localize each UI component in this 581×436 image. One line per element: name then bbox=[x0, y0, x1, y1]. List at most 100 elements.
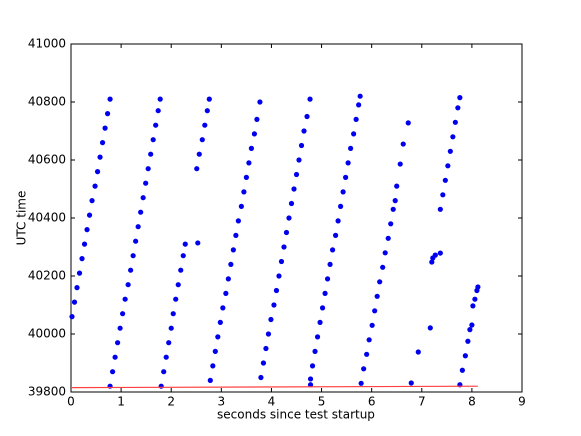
data-point bbox=[180, 253, 186, 259]
data-point bbox=[168, 325, 174, 331]
data-point bbox=[166, 340, 172, 346]
data-point bbox=[445, 163, 451, 169]
data-point bbox=[307, 382, 314, 388]
x-tick-label: 3 bbox=[218, 395, 226, 409]
data-point bbox=[271, 302, 277, 308]
y-tick-label: 41000 bbox=[28, 37, 66, 51]
x-tick-label: 5 bbox=[318, 395, 326, 409]
data-point bbox=[450, 134, 456, 140]
data-point bbox=[99, 140, 106, 146]
x-tick-label: 8 bbox=[468, 395, 476, 409]
data-point bbox=[145, 166, 151, 172]
data-point bbox=[238, 203, 244, 209]
data-point bbox=[233, 232, 239, 238]
data-point bbox=[394, 183, 400, 189]
data-point bbox=[452, 119, 458, 125]
data-point bbox=[291, 186, 297, 192]
data-point bbox=[380, 264, 386, 270]
data-point bbox=[388, 221, 394, 227]
data-point bbox=[343, 174, 349, 180]
data-point bbox=[97, 154, 103, 160]
data-point bbox=[76, 270, 83, 276]
data-point bbox=[319, 305, 326, 311]
data-point bbox=[163, 354, 169, 360]
data-point bbox=[377, 279, 383, 285]
data-point bbox=[298, 142, 305, 149]
data-point bbox=[273, 287, 280, 294]
data-point bbox=[79, 256, 85, 262]
data-point bbox=[415, 349, 421, 355]
data-point bbox=[364, 351, 370, 357]
data-point bbox=[74, 285, 80, 291]
data-point bbox=[260, 360, 267, 366]
data-point bbox=[155, 108, 161, 114]
data-point bbox=[153, 122, 159, 128]
data-point bbox=[71, 299, 78, 305]
data-point bbox=[175, 282, 181, 288]
data-point bbox=[390, 206, 396, 212]
data-point bbox=[304, 113, 310, 120]
data-point bbox=[92, 183, 98, 189]
data-point bbox=[112, 354, 118, 360]
data-point bbox=[173, 296, 179, 302]
data-point bbox=[281, 244, 287, 250]
data-point bbox=[470, 303, 476, 309]
data-point bbox=[241, 189, 247, 195]
data-point bbox=[161, 369, 167, 375]
data-point bbox=[158, 383, 164, 389]
data-point bbox=[215, 334, 221, 340]
data-point bbox=[307, 96, 313, 102]
y-tick-label: 40000 bbox=[28, 327, 66, 341]
y-tick-label: 40400 bbox=[28, 211, 66, 225]
data-point bbox=[212, 348, 218, 354]
data-point bbox=[120, 311, 126, 317]
data-point bbox=[109, 369, 116, 375]
data-point bbox=[148, 151, 154, 157]
data-point bbox=[217, 319, 223, 325]
data-point bbox=[206, 96, 212, 102]
data-point bbox=[361, 366, 367, 372]
data-point bbox=[385, 235, 391, 241]
data-point bbox=[340, 189, 346, 195]
data-point bbox=[314, 334, 321, 340]
line-series bbox=[70, 385, 478, 389]
data-point bbox=[317, 319, 323, 325]
data-point bbox=[469, 322, 475, 328]
x-axis-label: seconds since test startup bbox=[217, 408, 375, 422]
data-point bbox=[223, 290, 229, 296]
data-point bbox=[196, 151, 202, 157]
data-point bbox=[225, 276, 231, 282]
data-point bbox=[81, 241, 88, 247]
y-tick-label: 39800 bbox=[28, 385, 66, 399]
data-point bbox=[472, 296, 478, 302]
data-point bbox=[357, 93, 363, 99]
data-point bbox=[115, 340, 121, 346]
data-point bbox=[392, 198, 398, 204]
data-point bbox=[437, 250, 443, 256]
data-point bbox=[442, 177, 448, 183]
data-point bbox=[283, 229, 290, 236]
x-tick-label: 6 bbox=[368, 395, 376, 409]
data-point bbox=[309, 363, 316, 369]
data-point bbox=[128, 267, 134, 273]
data-point bbox=[130, 253, 136, 259]
data-point bbox=[246, 160, 252, 166]
x-tick-label: 7 bbox=[418, 395, 426, 409]
data-point bbox=[400, 141, 406, 147]
data-point bbox=[89, 198, 95, 204]
x-tick-label: 0 bbox=[67, 395, 75, 409]
data-point bbox=[278, 258, 285, 265]
data-point bbox=[138, 209, 144, 215]
data-point bbox=[322, 290, 328, 296]
data-point bbox=[457, 95, 463, 101]
data-point bbox=[195, 240, 201, 246]
data-point bbox=[353, 116, 359, 122]
data-point bbox=[104, 111, 111, 117]
data-point bbox=[170, 311, 176, 317]
data-point bbox=[408, 380, 414, 386]
x-tick-label: 4 bbox=[268, 395, 276, 409]
data-point bbox=[312, 348, 318, 354]
data-point bbox=[348, 145, 354, 151]
data-point bbox=[228, 261, 234, 267]
data-point bbox=[117, 325, 123, 331]
